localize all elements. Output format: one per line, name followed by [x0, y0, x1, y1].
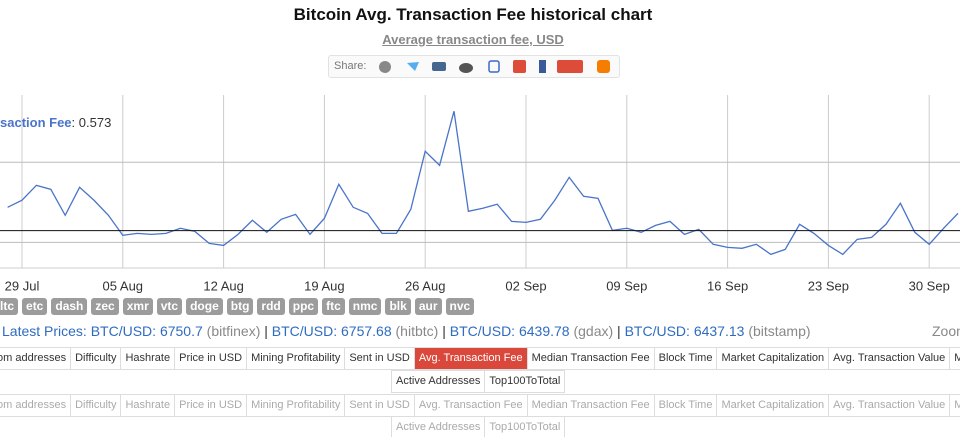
coin-tag[interactable]: doge [186, 298, 223, 315]
tab[interactable]: Avg. Transaction Value [828, 347, 950, 370]
pair[interactable]: BTC/USD: [624, 323, 690, 339]
prices-label: Latest Prices: [2, 323, 87, 339]
exchange: (gdax) [573, 323, 614, 339]
tab[interactable]: Avg. Transaction Value [828, 394, 950, 417]
menu-tabs: om addresses Difficulty Hashrate Price in U… [0, 347, 960, 370]
subtitle[interactable]: Average transaction fee, USD [382, 32, 564, 47]
coin-tag[interactable]: blk [385, 298, 411, 315]
reddit-icon[interactable] [379, 61, 391, 73]
tab[interactable]: Median Transaction Fee [526, 347, 654, 370]
tooltip-value: 0.573 [79, 115, 112, 130]
tab[interactable]: Avg. Transaction Fee [413, 347, 527, 370]
tab[interactable]: Difficulty [70, 394, 121, 417]
coin-tag[interactable]: btg [226, 298, 254, 315]
tab[interactable]: Mining Profitability [246, 347, 345, 370]
separator: | [264, 323, 268, 339]
tab[interactable]: om addresses [0, 347, 71, 370]
menu-subtabs: Active Addresses Top100ToTotal [391, 370, 566, 393]
latest-prices: Latest Prices: BTC/USD: 6750.7 (bitfinex… [2, 323, 811, 339]
gplus-one-icon[interactable] [557, 60, 583, 73]
weibo-icon[interactable] [459, 63, 473, 73]
share-label: Share: [334, 60, 367, 72]
tab[interactable]: Price in USD [174, 394, 247, 417]
sub-tab[interactable]: Top100ToTotal [484, 370, 566, 393]
x-tick-label: 19 Aug [304, 278, 345, 293]
price[interactable]: 6437.13 [693, 323, 745, 339]
coin-tag[interactable]: aur [414, 298, 442, 315]
tooltip-sep: : [72, 115, 79, 130]
share-bar: Share: [328, 55, 620, 78]
price[interactable]: 6439.78 [518, 323, 570, 339]
coin-tag[interactable]: nmc [348, 298, 382, 315]
share-icons [379, 60, 610, 73]
x-tick-label: 02 Sep [505, 278, 546, 293]
tab[interactable]: om addresses [0, 394, 71, 417]
separator: | [442, 323, 446, 339]
tab[interactable]: Median Transa [949, 347, 960, 370]
like-icon[interactable] [488, 60, 500, 73]
tab[interactable]: Sent in USD [344, 394, 414, 417]
page-title: Bitcoin Avg. Transaction Fee historical … [293, 5, 653, 24]
x-tick-label: 12 Aug [203, 278, 244, 293]
coin-tag[interactable]: dash [51, 298, 88, 315]
tab[interactable]: Mining Profitability [246, 394, 345, 417]
twitter-icon[interactable] [407, 62, 419, 71]
separator: | [617, 323, 621, 339]
coin-tags: ltc etc dash zec xmr vtc doge btg rdd ppc ftc nmc bl… [0, 298, 475, 315]
vk-icon[interactable] [432, 62, 446, 71]
tab[interactable]: Market Capitalization [716, 394, 829, 417]
coin-tag[interactable]: nvc [445, 298, 475, 315]
exchange: (bitfinex) [206, 323, 261, 339]
coin-tag[interactable]: ppc [288, 298, 319, 315]
tab[interactable]: Hashrate [120, 394, 175, 417]
x-tick-label: 30 Sep [909, 278, 950, 293]
x-tick-label: 05 Aug [103, 278, 144, 293]
sub-tab[interactable]: Active Addresses [391, 416, 485, 437]
pair[interactable]: BTC/USD: [449, 323, 516, 339]
x-tick-label: 29 Jul [5, 278, 40, 293]
coin-tag[interactable]: ltc [0, 298, 19, 315]
chart: 29 Jul 05 Aug 12 Aug 19 Aug 26 Aug 02 Sep 09 S… [0, 95, 960, 293]
tab[interactable]: Sent in USD [344, 347, 414, 370]
tab[interactable]: Avg. Transaction Fee [413, 394, 527, 417]
sub-tab[interactable]: Top100ToTotal [484, 416, 566, 437]
coin-tag[interactable]: xmr [122, 298, 153, 315]
tooltip: saction Fee: 0.573 [0, 115, 111, 130]
zoom-label: Zoon [932, 323, 960, 339]
coin-tag[interactable]: etc [22, 298, 48, 315]
gplus-icon[interactable] [513, 60, 526, 73]
tab[interactable]: Price in USD [174, 347, 247, 370]
coin-tag[interactable]: zec [91, 298, 119, 315]
tab[interactable]: Market Capitalization [716, 347, 829, 370]
exchange: (bitstamp) [748, 323, 811, 339]
tooltip-label: saction Fee [0, 115, 72, 130]
facebook-icon[interactable] [539, 60, 546, 73]
coin-tag[interactable]: ftc [322, 298, 345, 315]
tab[interactable]: Block Time [653, 394, 717, 417]
menu-subtabs-secondary: Active Addresses Top100ToTotal [391, 416, 566, 437]
x-tick-label: 23 Sep [808, 278, 849, 293]
exchange: (hitbtc) [395, 323, 439, 339]
sub-tab[interactable]: Active Addresses [391, 370, 485, 393]
blogger-icon[interactable] [597, 60, 610, 73]
pair[interactable]: BTC/USD: [271, 323, 338, 339]
tab[interactable]: Hashrate [120, 347, 175, 370]
coin-tag[interactable]: vtc [156, 298, 183, 315]
tab[interactable]: Block Time [653, 347, 717, 370]
price[interactable]: 6750.7 [159, 323, 203, 339]
tab[interactable]: Difficulty [70, 347, 121, 370]
tab[interactable]: Median Transaction Fee [526, 394, 654, 417]
coin-tag[interactable]: rdd [257, 298, 285, 315]
series-line [7, 111, 959, 256]
x-tick-label: 26 Aug [405, 278, 446, 293]
x-tick-label: 16 Sep [707, 278, 748, 293]
x-tick-label: 09 Sep [606, 278, 647, 293]
pair[interactable]: BTC/USD: [90, 323, 157, 339]
tab[interactable]: Median Transa [949, 394, 960, 417]
menu-tabs-secondary: om addresses Difficulty Hashrate Price in U… [0, 394, 960, 417]
price[interactable]: 6757.68 [341, 323, 392, 339]
